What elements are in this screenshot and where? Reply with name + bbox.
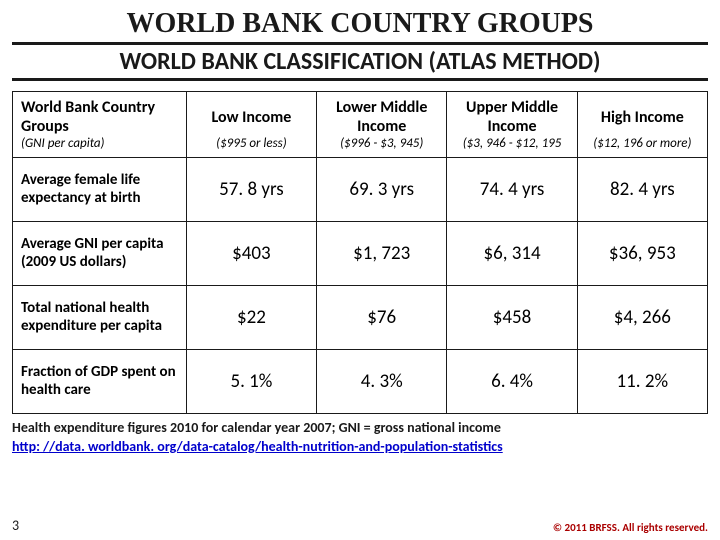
- table-row: Total national health expenditure per ca…: [13, 286, 708, 350]
- source-link[interactable]: http: //data. worldbank. org/data-catalo…: [12, 438, 503, 455]
- footnote-text: Health expenditure figures 2010 for cale…: [12, 420, 708, 437]
- data-cell: $22: [186, 286, 316, 350]
- col-sub-3: ($12, 196 or more): [577, 136, 707, 158]
- data-cell: 4. 3%: [317, 350, 447, 414]
- table-header-row-2: (GNI per capita) ($995 or less) ($996 - …: [13, 136, 708, 158]
- row-header-sub: (GNI per capita): [13, 136, 187, 158]
- data-cell: $4, 266: [577, 286, 707, 350]
- data-cell: $36, 953: [577, 222, 707, 286]
- data-cell: $458: [447, 286, 577, 350]
- data-cell: 69. 3 yrs: [317, 158, 447, 222]
- col-header-0: Low Income: [186, 92, 316, 137]
- data-cell: 6. 4%: [447, 350, 577, 414]
- col-header-1: Lower Middle Income: [317, 92, 447, 137]
- col-header-3: High Income: [577, 92, 707, 137]
- table-row: Fraction of GDP spent on health care 5. …: [13, 350, 708, 414]
- data-cell: $1, 723: [317, 222, 447, 286]
- data-cell: 57. 8 yrs: [186, 158, 316, 222]
- col-header-2: Upper Middle Income: [447, 92, 577, 137]
- row-label-1: Average GNI per capita (2009 US dollars): [13, 222, 187, 286]
- main-title: WORLD BANK COUNTRY GROUPS: [12, 8, 708, 45]
- subtitle: WORLD BANK CLASSIFICATION (ATLAS METHOD): [12, 47, 708, 81]
- data-cell: 82. 4 yrs: [577, 158, 707, 222]
- col-sub-1: ($996 - $3, 945): [317, 136, 447, 158]
- row-label-0: Average female life expectancy at birth: [13, 158, 187, 222]
- data-cell: 5. 1%: [186, 350, 316, 414]
- col-sub-2: ($3, 946 - $12, 195: [447, 136, 577, 158]
- data-cell: 11. 2%: [577, 350, 707, 414]
- table-row: Average GNI per capita (2009 US dollars)…: [13, 222, 708, 286]
- data-cell: $76: [317, 286, 447, 350]
- copyright-text: © 2011 BRFSS. All rights reserved.: [553, 521, 708, 534]
- data-cell: $6, 314: [447, 222, 577, 286]
- table-header-row-1: World Bank Country Groups Low Income Low…: [13, 92, 708, 137]
- data-cell: $403: [186, 222, 316, 286]
- table-row: Average female life expectancy at birth …: [13, 158, 708, 222]
- row-label-2: Total national health expenditure per ca…: [13, 286, 187, 350]
- col-sub-0: ($995 or less): [186, 136, 316, 158]
- classification-table: World Bank Country Groups Low Income Low…: [12, 91, 708, 414]
- data-cell: 74. 4 yrs: [447, 158, 577, 222]
- page-number: 3: [12, 517, 19, 534]
- row-header-title: World Bank Country Groups: [13, 92, 187, 137]
- row-label-3: Fraction of GDP spent on health care: [13, 350, 187, 414]
